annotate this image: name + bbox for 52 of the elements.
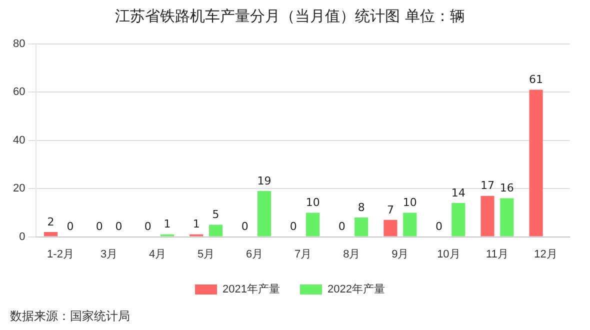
data-label: 0 — [96, 220, 103, 234]
x-tick-label: 1-2月 — [47, 248, 74, 260]
data-label: 10 — [306, 196, 320, 210]
data-label: 0 — [290, 220, 297, 234]
y-tick-label: 40 — [12, 134, 26, 146]
bar — [452, 203, 466, 236]
bar — [529, 90, 543, 236]
data-label: 0 — [115, 220, 122, 234]
bar — [208, 224, 223, 236]
data-label: 2 — [47, 215, 54, 228]
x-tick-label: 8月 — [343, 248, 360, 260]
data-label: 1 — [192, 218, 200, 231]
bar — [258, 191, 272, 236]
data-label: 0 — [66, 220, 74, 234]
bar — [354, 218, 368, 236]
x-tick-label: 12月 — [534, 248, 558, 260]
x-tick-label: 4月 — [148, 248, 166, 260]
x-tick-label: 9月 — [392, 248, 409, 260]
data-label: 19 — [257, 174, 272, 188]
y-tick-label: 0 — [19, 230, 26, 243]
data-label: 0 — [338, 220, 346, 234]
data-label: 10 — [402, 196, 417, 210]
x-tick-label: 7月 — [294, 248, 312, 260]
data-label: 0 — [241, 220, 248, 234]
bar — [384, 220, 398, 236]
data-label: 7 — [386, 203, 394, 216]
x-tick-label: 5月 — [198, 248, 215, 260]
source-note: 数据来源：国家统计局 — [10, 308, 130, 325]
data-label: 1 — [164, 218, 171, 231]
data-label: 5 — [212, 208, 220, 222]
x-tick-label: 3月 — [100, 248, 118, 260]
data-label: 8 — [358, 200, 365, 214]
bar — [44, 232, 58, 236]
bar — [306, 212, 320, 236]
y-tick-label: 60 — [12, 86, 26, 98]
data-label: 17 — [480, 179, 495, 192]
bar — [480, 196, 494, 236]
data-label: 16 — [500, 182, 514, 195]
data-label: 61 — [529, 73, 544, 86]
legend-label: 2021年产量 — [222, 282, 280, 296]
x-tick-label: 10月 — [437, 248, 460, 260]
x-tick-label: 11月 — [486, 248, 508, 260]
y-tick-label: 20 — [12, 182, 26, 195]
chart-title: 江苏省铁路机车产量分月（当月值）统计图 单位：辆 — [115, 6, 465, 25]
data-label: 0 — [144, 220, 152, 234]
y-tick-label: 80 — [12, 38, 26, 50]
x-tick-label: 6月 — [246, 248, 264, 260]
data-label: 0 — [435, 220, 442, 234]
bar — [403, 212, 417, 236]
legend-label: 2022年产量 — [328, 282, 385, 296]
data-label: 14 — [451, 186, 466, 200]
bar — [500, 198, 514, 236]
